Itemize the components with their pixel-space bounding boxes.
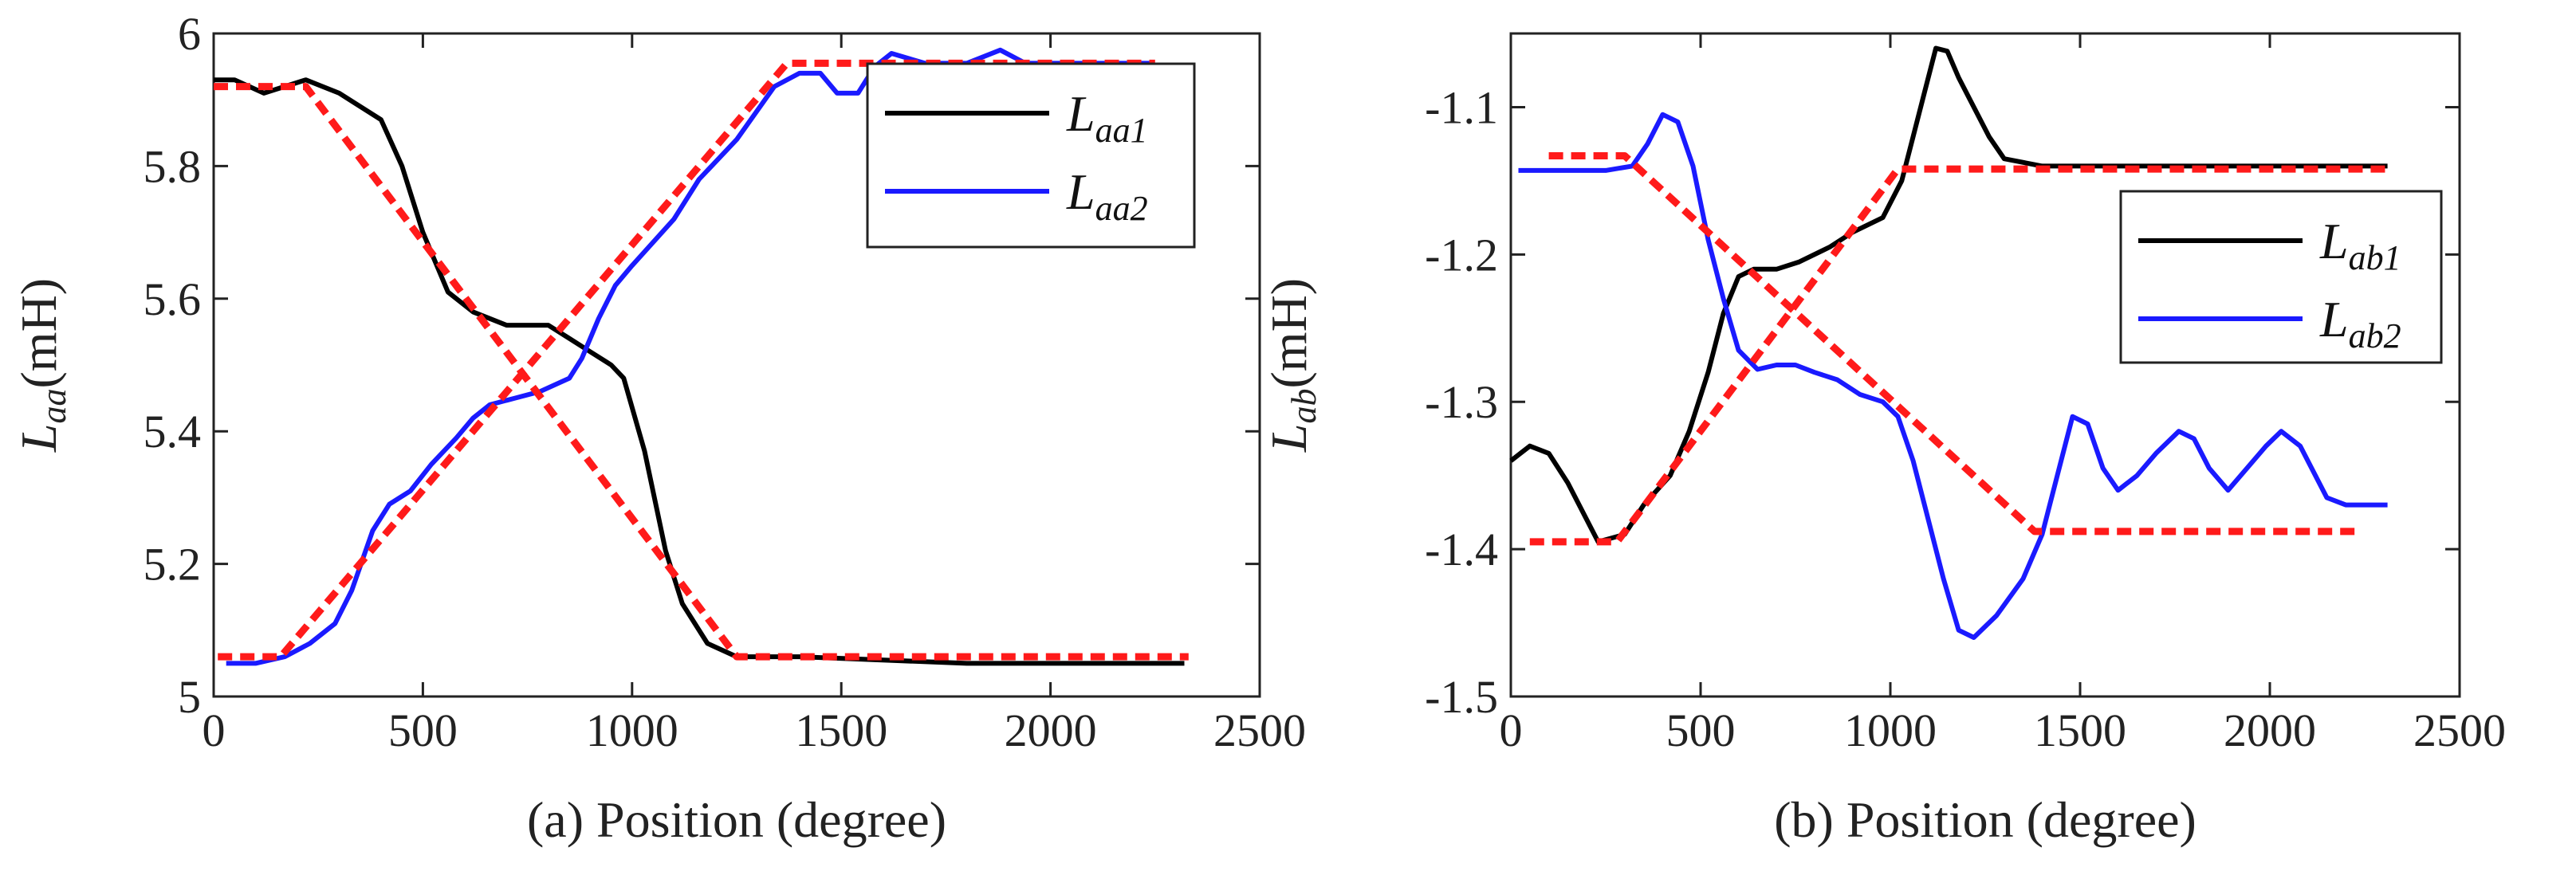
y-axis-label: Lab(mH)	[1260, 278, 1323, 453]
legend-label-L_aa1: Laa1	[1066, 85, 1148, 150]
series-L_ab2	[1518, 112, 2388, 640]
legend-box	[2119, 190, 2443, 364]
chart-panel-b: 0 500 1000 1500 2000 2500 -1.5 -1.4 -1.3 -1.2 -1.1…	[1260, 32, 2506, 848]
y-tick-label: -1.1	[1425, 81, 1498, 133]
x-tick-label: 0	[203, 704, 226, 756]
plot-frame	[1509, 32, 2461, 698]
series-fit-ab1	[1529, 165, 2388, 546]
y-tick-label: 5	[178, 671, 201, 723]
x-tick-label: 0	[1500, 704, 1523, 756]
x-tick-label: 500	[1666, 704, 1736, 756]
x-tick-label: 2500	[2413, 704, 2506, 756]
legend-box	[866, 62, 1196, 249]
chart-panel-a: 0 500 1000 1500 2000 2500 5 5.2 5.4 5.6 5.8 6 Laa1 La…	[10, 8, 1306, 848]
y-tick-label: 6	[178, 8, 201, 60]
legend-label-L_ab1: Lab1	[2319, 213, 2401, 277]
y-tick-label: -1.5	[1425, 671, 1498, 723]
panel-caption: (b) Position (degree)	[1774, 791, 2196, 848]
x-tick-label: 1000	[586, 704, 678, 756]
y-tick-label: -1.4	[1425, 524, 1498, 575]
legend-label-L_aa2: Laa2	[1066, 163, 1148, 228]
panel-caption: (a) Position (degree)	[527, 791, 946, 848]
x-tick-label: 2500	[1213, 704, 1306, 756]
x-tick-label: 1500	[2034, 704, 2126, 756]
x-tick-label: 2000	[2224, 704, 2316, 756]
y-tick-label: 5.2	[144, 539, 202, 591]
y-tick-label: -1.2	[1425, 229, 1498, 281]
y-tick-label: -1.3	[1425, 376, 1498, 428]
series-fit-ab2	[1548, 152, 2362, 536]
x-tick-label: 1000	[1844, 704, 1937, 756]
y-axis-label: Laa(mH)	[10, 278, 73, 453]
x-tick-label: 500	[388, 704, 458, 756]
legend-label-L_ab2: Lab2	[2319, 291, 2401, 355]
y-tick-label: 5.8	[144, 140, 202, 192]
y-tick-label: 5.4	[144, 406, 202, 457]
x-tick-label: 1500	[795, 704, 887, 756]
x-tick-label: 2000	[1005, 704, 1097, 756]
y-tick-label: 5.6	[144, 273, 202, 325]
plot-frame	[212, 32, 1261, 698]
